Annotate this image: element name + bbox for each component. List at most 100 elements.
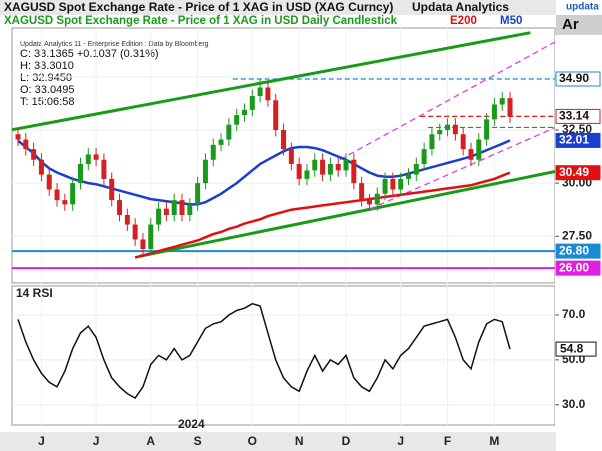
subtitle: XAGUSD Spot Exchange Rate - Price of 1 X…	[4, 15, 398, 27]
candle-body	[195, 183, 201, 205]
candle-body	[429, 134, 435, 150]
level-label: 33.14	[559, 109, 589, 123]
x-tick-label: M	[489, 434, 499, 448]
candle-body	[476, 139, 482, 160]
candle-body	[38, 159, 44, 175]
x-tick-label: J	[397, 434, 404, 448]
candle-body	[226, 124, 232, 140]
level-box	[555, 260, 601, 276]
candle-body	[187, 204, 193, 215]
trendline	[339, 41, 556, 161]
info-high: H: 33.3010	[20, 60, 74, 72]
candle-body	[15, 134, 21, 140]
logo-area	[556, 0, 602, 15]
legend-entry: M50	[500, 15, 522, 27]
candle-body	[210, 144, 216, 160]
x-tick-label: F	[444, 434, 451, 448]
x-axis-bar	[0, 432, 556, 451]
candle-body	[484, 119, 490, 140]
candle-body	[366, 200, 372, 205]
x-tick-label: D	[342, 434, 351, 448]
candle-body	[70, 183, 76, 205]
level-label: 26.80	[559, 243, 589, 257]
candle-body	[31, 149, 37, 160]
candle-body	[413, 164, 419, 175]
candle-body	[374, 193, 380, 205]
candle-body	[288, 149, 294, 164]
candle-body	[163, 208, 169, 215]
level-box	[555, 71, 601, 87]
candle-body	[265, 87, 271, 101]
candle-body	[241, 109, 247, 116]
brand: Updata Analytics	[412, 0, 509, 14]
candle-body	[382, 178, 388, 194]
candle-body	[327, 164, 333, 175]
year-label: 2024	[178, 417, 205, 431]
rsi-y-tick-label: 70.0	[562, 307, 586, 321]
level-box	[555, 108, 601, 124]
candle-body	[507, 98, 513, 117]
info-open: O: 33.0495	[20, 84, 74, 96]
candle-body	[351, 159, 357, 184]
candle-body	[132, 224, 138, 240]
candle-body	[85, 154, 91, 164]
candle-body	[77, 164, 83, 184]
candle-body	[109, 178, 115, 201]
rsi-last-box	[555, 341, 597, 357]
candle-body	[468, 149, 474, 160]
candle-body	[390, 178, 396, 190]
candle-body	[202, 159, 208, 184]
x-tick-label: A	[146, 434, 155, 448]
candle-body	[117, 200, 123, 215]
candle-body	[124, 215, 130, 225]
right-axis	[555, 35, 602, 425]
candle-body	[343, 159, 349, 171]
candle-body	[445, 124, 451, 130]
candle-body	[452, 124, 458, 135]
y-tick-label: 32.50	[562, 122, 592, 136]
candle-body	[156, 208, 162, 225]
credit: Updata Analytics 11 - Enterprise Edition…	[20, 41, 209, 48]
legend-entry: E200	[450, 15, 477, 27]
candle-body	[62, 200, 68, 205]
level-box	[555, 132, 601, 148]
rsi-last-label: 54.8	[560, 341, 584, 355]
candle-body	[398, 178, 404, 190]
info-time: T: 15:06:58	[20, 96, 74, 108]
candle-body	[179, 200, 185, 215]
candle-body	[491, 104, 497, 120]
candle-body	[460, 134, 466, 150]
header-bar	[0, 0, 556, 15]
level-label: 34.90	[559, 71, 589, 85]
level-box	[555, 243, 601, 259]
info-low: L: 32.9450	[20, 72, 72, 84]
level-label: 26.00	[559, 260, 589, 274]
candle-body	[335, 164, 341, 171]
moving-average	[134, 171, 511, 259]
corner-label: Ar	[562, 16, 579, 33]
candle-body	[46, 174, 52, 190]
candle-body	[281, 130, 287, 150]
x-tick-label: J	[38, 434, 45, 448]
y-tick-label: 27.50	[562, 228, 592, 242]
candle-body	[234, 115, 240, 125]
candle-body	[421, 149, 427, 164]
info-close: C: 33.1365 +0.1037 (0.31%)	[20, 48, 159, 60]
x-tick-label: O	[248, 434, 257, 448]
level-label: 32.01	[559, 133, 589, 147]
x-tick-label: J	[93, 434, 100, 448]
rsi-line	[17, 302, 511, 399]
candle-body	[140, 239, 146, 249]
level-box	[555, 165, 601, 181]
logo: updata	[566, 2, 599, 13]
moving-average	[17, 139, 511, 206]
candle-body	[273, 100, 279, 130]
candle-body	[320, 159, 326, 175]
candle-body	[312, 159, 318, 171]
candle-body	[249, 96, 255, 110]
candle-body	[54, 189, 60, 201]
candle-body	[101, 159, 107, 179]
candle-body	[304, 170, 310, 179]
